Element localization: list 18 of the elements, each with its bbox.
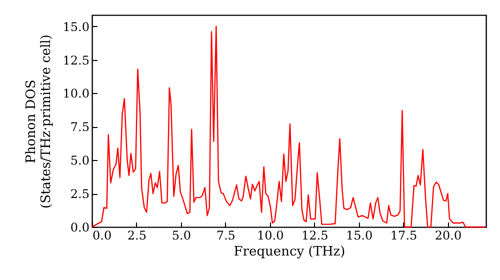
x-tick-label: 12.5 (301, 228, 328, 242)
y-tick-label: 7.5 (70, 120, 90, 134)
y-tick-label: 5.0 (70, 154, 90, 168)
x-tick-label: 5.0 (172, 228, 191, 242)
line-series (91, 26, 486, 228)
x-tick-label: 2.5 (127, 228, 147, 242)
y-tick-label: 15.0 (62, 20, 90, 34)
x-tick-label: 15.0 (346, 228, 373, 242)
y-tick-label: 12.5 (62, 53, 90, 68)
y-axis-title: Phonon DOS (States/THz·primitive cell) (24, 34, 54, 209)
x-tick-label: 17.5 (390, 228, 418, 242)
x-tick-label: 0.0 (92, 228, 112, 242)
x-tick-label: 10.0 (257, 228, 284, 242)
y-tick-label: 10.0 (62, 86, 90, 101)
y-tick-label: 2.5 (70, 187, 90, 202)
x-tick-label: 20.0 (434, 228, 462, 242)
x-axis-title: Frequency (THz) (234, 244, 346, 260)
x-tick-label: 7.5 (216, 228, 236, 242)
